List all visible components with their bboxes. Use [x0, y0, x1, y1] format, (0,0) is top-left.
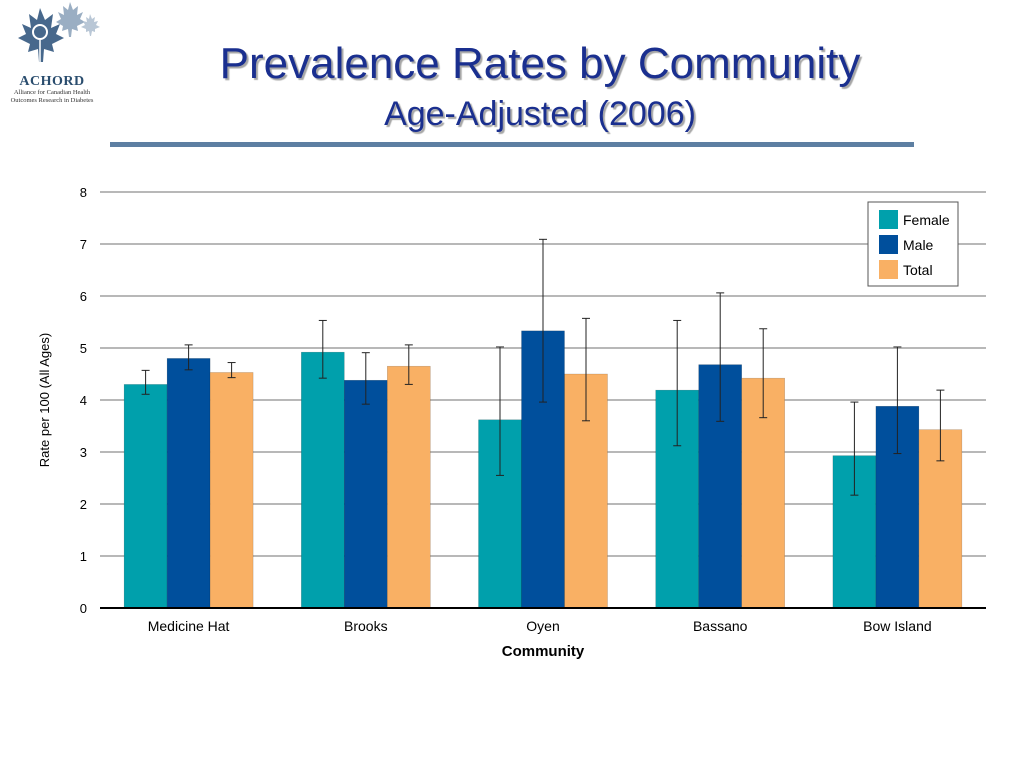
y-tick-label: 7 [80, 237, 87, 252]
axes: 0 1 2 3 4 5 6 7 8 Medicine Hat Brooks Oyen Bassano Bo… [80, 185, 986, 634]
logo-subtitle-line2: Outcomes Research in Diabetes [10, 97, 94, 104]
x-tick-label: Brooks [344, 618, 388, 634]
error-bars [141, 238, 945, 496]
y-tick-label: 2 [80, 497, 87, 512]
logo-subtitle-line1: Alliance for Canadian Health [13, 89, 91, 96]
prevalence-bar-chart: 0 1 2 3 4 5 6 7 8 Medicine Hat Brooks Oyen Bassano Bo… [37, 185, 986, 660]
x-tick-label: Medicine Hat [148, 618, 230, 634]
page-title: Prevalence Rates by Community [219, 39, 861, 88]
bar-female-1 [301, 351, 345, 609]
maple-leaf-icon [18, 2, 100, 62]
bar-total-1 [387, 365, 431, 609]
page-subtitle: Age-Adjusted (2006) [384, 95, 696, 133]
bar-male-1 [344, 379, 388, 609]
x-tick-label: Oyen [526, 618, 559, 634]
bar-total-0 [209, 372, 254, 609]
bar-female-0 [123, 384, 168, 609]
bar-male-0 [166, 358, 211, 609]
x-tick-label: Bow Island [863, 618, 931, 634]
y-tick-label: 0 [80, 601, 87, 616]
x-axis-label: Community [502, 643, 585, 660]
legend-label-total: Total [903, 262, 933, 278]
y-tick-label: 6 [80, 289, 87, 304]
x-tick-label: Bassano [693, 618, 748, 634]
legend-label-female: Female [903, 212, 950, 228]
logo-name: ACHORD [19, 74, 85, 89]
y-tick-label: 4 [80, 393, 87, 408]
y-tick-label: 3 [80, 445, 87, 460]
y-tick-label: 5 [80, 341, 87, 356]
legend: Female Male Total [867, 201, 959, 287]
title-divider [110, 142, 914, 147]
legend-swatch-male [879, 235, 898, 254]
legend-swatch-female [879, 210, 898, 229]
y-axis-label: Rate per 100 (All Ages) [37, 333, 52, 467]
y-tick-label: 1 [80, 549, 87, 564]
legend-swatch-total [879, 260, 898, 279]
achord-logo: ACHORD Alliance for Canadian Health Outc… [0, 0, 104, 110]
y-tick-label: 8 [80, 185, 87, 200]
legend-label-male: Male [903, 237, 934, 253]
